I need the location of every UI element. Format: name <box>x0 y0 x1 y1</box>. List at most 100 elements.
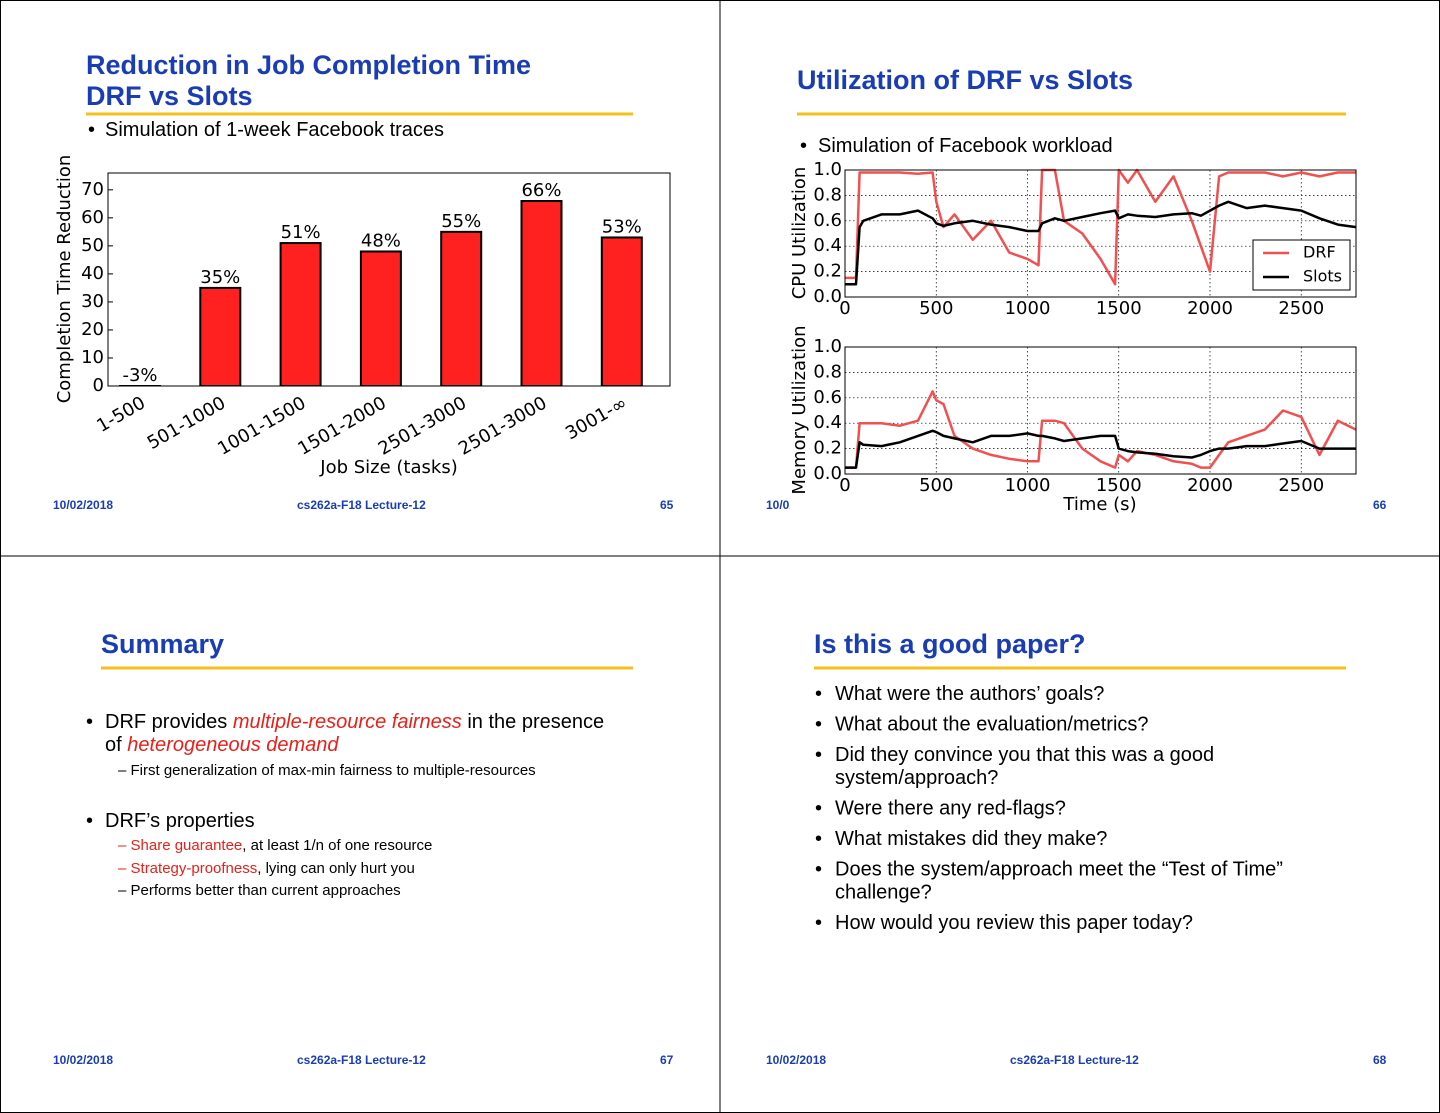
x-tick-label: 500 <box>919 298 953 319</box>
bullet: DRF provides multiple-resource fairness … <box>105 711 604 733</box>
x-tick-label: 2500 <box>1278 475 1324 496</box>
chart-background <box>790 160 1365 520</box>
x-tick-label: 2000 <box>1187 298 1233 319</box>
bullet: What mistakes did they make? <box>835 828 1107 850</box>
y-tick-label: 0.4 <box>813 235 842 256</box>
value-label: 35% <box>200 267 240 288</box>
bar <box>359 250 402 386</box>
legend-label: Slots <box>1303 267 1342 286</box>
bullet: Does the system/approach meet the “Test … <box>835 859 1283 881</box>
bullet: challenge? <box>835 882 932 904</box>
value-label: 48% <box>361 230 401 251</box>
run-emphasis: Strategy-proofness <box>131 860 258 877</box>
y-tick-label: 70 <box>81 179 104 200</box>
bullet-dot: • <box>800 135 807 157</box>
footer-course: cs262a-F18 Lecture-12 <box>1010 1053 1139 1067</box>
footer-course: cs262a-F18 Lecture-12 <box>297 1053 426 1067</box>
x-tick-label: 1501-2000 <box>294 392 389 459</box>
x-axis-label: Time (s) <box>1062 494 1136 515</box>
bullet-dot: • <box>88 119 95 141</box>
slide-title: Utilization of DRF vs Slots <box>797 65 1133 95</box>
y-tick-label: 10 <box>81 347 104 368</box>
y-tick-label: 60 <box>81 207 104 228</box>
run-emphasis: heterogeneous demand <box>127 734 339 756</box>
x-tick-label: 1-500 <box>93 392 149 436</box>
y-tick-label: 50 <box>81 235 104 256</box>
bullet: How would you review this paper today? <box>835 912 1193 934</box>
series-line <box>845 429 1356 469</box>
bullet: of heterogeneous demand <box>105 734 339 756</box>
plot-frame <box>844 169 1357 298</box>
y-tick-label: 1.0 <box>813 159 842 180</box>
x-tick-label: 2501-3000 <box>375 392 470 459</box>
plot-frame <box>844 346 1357 475</box>
run: of <box>105 734 127 756</box>
slide-title: Reduction in Job Completion Time <box>86 50 531 80</box>
sub-bullet: – Performs better than current approache… <box>118 882 401 899</box>
x-tick-label: 1000 <box>1005 475 1051 496</box>
bullet-dot: • <box>86 810 93 832</box>
value-label: -3% <box>122 365 157 386</box>
series-line <box>845 200 1357 286</box>
y-tick-label: 0.0 <box>813 463 842 484</box>
series-line <box>845 168 1356 286</box>
x-tick-label: 2000 <box>1187 475 1233 496</box>
bullet: Simulation of 1-week Facebook traces <box>105 119 444 141</box>
y-tick-label: 0.6 <box>813 210 842 231</box>
run-emphasis: Share guarantee <box>131 837 243 854</box>
bullet: Did they convince you that this was a go… <box>835 744 1214 766</box>
sub-bullet: – First generalization of max-min fairne… <box>118 762 536 779</box>
y-tick-label: 0.4 <box>813 412 842 433</box>
bullet-dot: • <box>815 798 822 820</box>
x-tick-label: 1001-1500 <box>214 392 309 459</box>
y-axis-label: CPU Utilization <box>789 167 810 300</box>
run-emphasis: – <box>118 837 131 854</box>
plot-frame <box>107 172 671 387</box>
y-axis-label: Memory Utilization <box>789 325 810 494</box>
y-tick-label: 1.0 <box>813 336 842 357</box>
x-tick-label: 0 <box>839 298 850 319</box>
run: , lying can only hurt you <box>257 860 415 877</box>
bar <box>600 236 643 386</box>
bullet: What about the evaluation/metrics? <box>835 714 1149 736</box>
footer-page: 66 <box>1373 498 1387 512</box>
slide-title: Summary <box>101 629 224 659</box>
x-axis-label: Job Size (tasks) <box>319 457 457 478</box>
y-tick-label: 0.2 <box>813 438 842 459</box>
value-label: 66% <box>521 180 561 201</box>
footer-date: 10/02/2018 <box>766 1053 826 1067</box>
bullet: system/approach? <box>835 767 998 789</box>
sub-bullet: – Share guarantee, at least 1/n of one r… <box>118 837 432 854</box>
slide-title: Is this a good paper? <box>814 629 1086 659</box>
bullet-dot: • <box>815 683 822 705</box>
bullet: Simulation of Facebook workload <box>818 135 1113 157</box>
y-tick-label: 0.6 <box>813 387 842 408</box>
value-label: 51% <box>281 222 321 243</box>
x-tick-label: 1500 <box>1096 475 1142 496</box>
bar <box>440 230 483 386</box>
x-tick-label: 1500 <box>1096 298 1142 319</box>
bullet: DRF’s properties <box>105 810 255 832</box>
y-tick-label: 30 <box>81 291 104 312</box>
run-emphasis: multiple-resource fairness <box>233 711 462 733</box>
x-tick-label: 3001-∞ <box>562 392 631 444</box>
x-tick-label: 500 <box>919 475 953 496</box>
legend-label: DRF <box>1303 243 1336 262</box>
series-line <box>845 390 1357 469</box>
footer-page: 67 <box>660 1053 674 1067</box>
x-tick-label: 1000 <box>1005 298 1051 319</box>
y-tick-label: 0.8 <box>813 184 842 205</box>
bar <box>199 286 242 386</box>
bullet: What were the authors’ goals? <box>835 683 1104 705</box>
bar <box>279 242 322 386</box>
bar <box>119 385 161 386</box>
footer-course: cs262a-F18 Lecture-12 <box>297 498 426 512</box>
bar <box>520 200 563 386</box>
x-tick-label: 0 <box>839 475 850 496</box>
y-axis-label: Completion Time Reduction <box>54 155 75 404</box>
bullet-dot: • <box>86 711 93 733</box>
y-tick-label: 0.2 <box>813 261 842 282</box>
footer-date: 10/02/2018 <box>53 1053 113 1067</box>
run: in the presence <box>462 711 604 733</box>
